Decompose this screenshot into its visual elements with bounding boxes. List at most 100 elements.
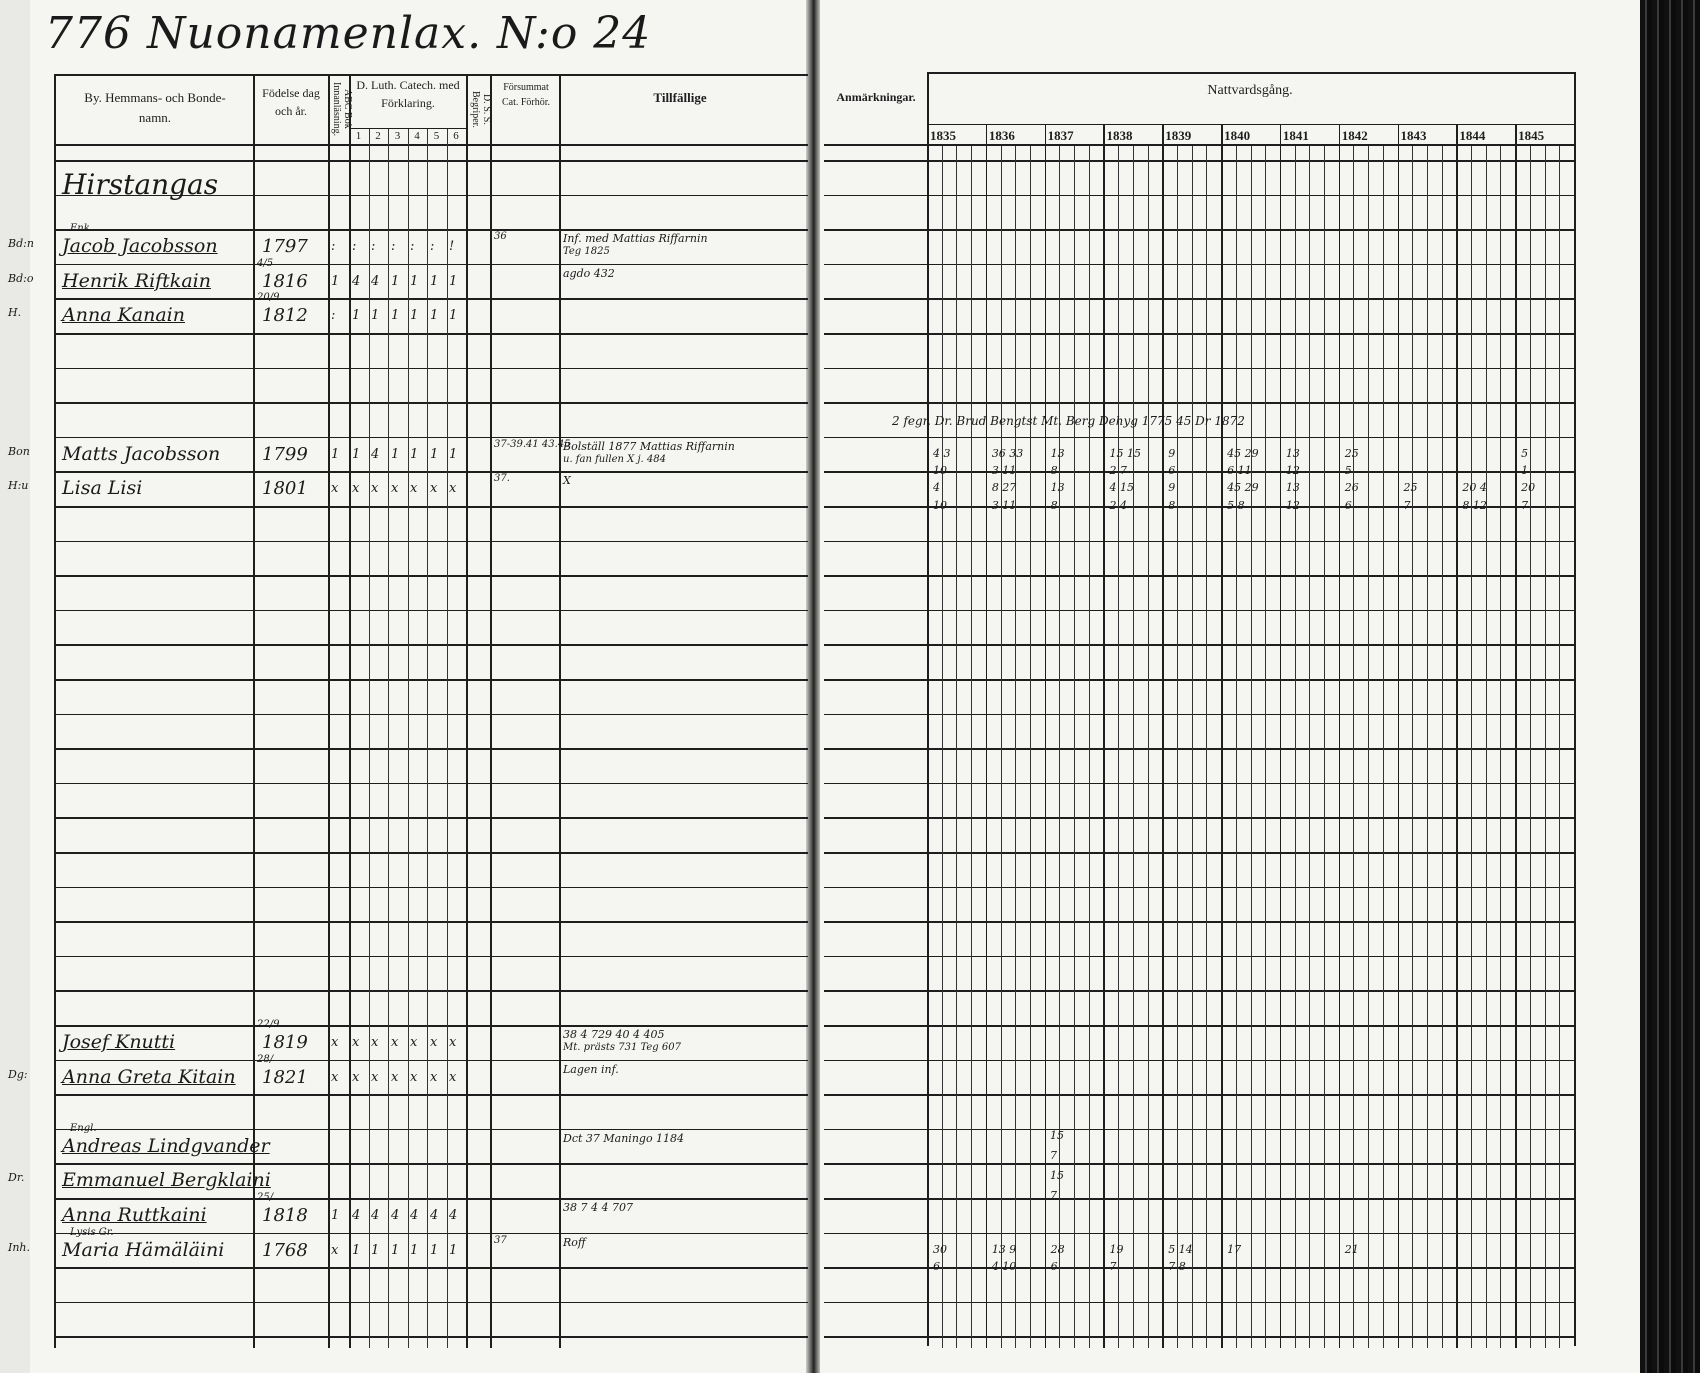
communion-date: 5 14 xyxy=(1168,1242,1193,1256)
catech-mark: x xyxy=(331,1035,339,1050)
catech-mark: 1 xyxy=(430,308,439,324)
row-line xyxy=(54,1059,808,1062)
year-subcolumn-line xyxy=(941,146,943,1348)
row-line xyxy=(824,1267,1575,1269)
communion-date: 9 xyxy=(1168,446,1176,460)
catech-mark: 1 xyxy=(371,1242,380,1258)
catech-mark: 1 xyxy=(371,308,380,324)
row-line xyxy=(54,1198,808,1200)
catech-mark: x xyxy=(430,481,438,497)
row-line xyxy=(54,609,808,612)
catech-mark: 4 xyxy=(449,1208,458,1223)
communion-note: 2 fegr. Dr. Brud Bengtst Mt. Berg Dehyg … xyxy=(892,414,1245,429)
year-subcolumn-line xyxy=(1309,146,1311,1348)
column-line xyxy=(349,74,351,1348)
row-line xyxy=(54,263,808,266)
remark-mark: 7 xyxy=(1050,1148,1057,1162)
year-column-line xyxy=(1456,124,1458,1348)
header-abc: ABC Bok Innanläsning. xyxy=(331,81,353,137)
catech-mark: 1 xyxy=(331,446,340,462)
communion-date: 4 xyxy=(933,481,940,495)
catech-mark: 4 xyxy=(352,1208,361,1223)
remark-mark: 15 xyxy=(1050,1168,1064,1182)
catech-mark: 1 xyxy=(391,446,400,462)
row-line xyxy=(824,540,1575,543)
row-line xyxy=(54,955,808,958)
row-line xyxy=(54,1094,808,1096)
birth-year: 1818 xyxy=(262,1205,308,1226)
catech-mark: 1 xyxy=(391,308,400,324)
header-catech: D. Luth. Catech. med Förklaring. xyxy=(356,78,460,110)
communion-date: 8 xyxy=(1168,498,1176,512)
row-line xyxy=(54,471,808,473)
birth-year: 1768 xyxy=(262,1239,308,1261)
year-subcolumn-line xyxy=(1132,146,1134,1348)
row-line xyxy=(54,921,808,923)
column-line xyxy=(54,74,56,1348)
column-line xyxy=(490,74,492,1348)
communion-date: 8 xyxy=(1050,498,1058,512)
year-subcolumn-line xyxy=(956,146,958,1348)
row-line xyxy=(54,990,808,992)
catech-mark: x xyxy=(410,1069,418,1085)
year-subcolumn-line xyxy=(1426,146,1428,1348)
occasional-note: 38 7 4 4 707 xyxy=(563,1201,633,1214)
right-page xyxy=(820,0,1640,1373)
communion-date: 6 xyxy=(1168,464,1176,478)
column-line xyxy=(253,74,255,1348)
catech-mark: 1 xyxy=(352,1242,361,1258)
year-subcolumn-line xyxy=(1059,146,1061,1348)
header-missed: Försummat Cat. Förhör. xyxy=(501,82,551,108)
communion-date: 45 29 xyxy=(1227,481,1259,495)
year-subcolumn-line xyxy=(1265,146,1267,1348)
catech-mark: 4 xyxy=(371,1208,380,1223)
catech-mark: x xyxy=(391,481,399,497)
row-line xyxy=(824,1094,1575,1096)
row-line xyxy=(54,229,808,231)
communion-date: 12 xyxy=(1285,498,1300,512)
communion-date: 8 27 xyxy=(991,481,1017,495)
year-subcolumn-line xyxy=(1529,146,1531,1348)
year-subcolumn-line xyxy=(1000,146,1002,1348)
catech-column-number: 1 xyxy=(355,130,362,142)
row-line xyxy=(824,298,1575,300)
person-note: Engl. xyxy=(70,1122,97,1134)
communion-date: 19 xyxy=(1109,1242,1124,1256)
catech-mark: 4 xyxy=(430,1208,439,1223)
row-line xyxy=(54,333,808,335)
catech-mark: 1 xyxy=(449,446,458,462)
year-subcolumn-line xyxy=(1485,146,1487,1348)
row-line xyxy=(54,367,808,370)
catech-mark: x xyxy=(331,1069,339,1085)
occasional-note: 38 4 729 40 4 405 xyxy=(563,1028,665,1041)
row-line xyxy=(824,1025,1575,1027)
communion-date: 2 4 xyxy=(1109,498,1127,512)
catech-mark: : xyxy=(331,239,336,255)
communion-date: 8 12 xyxy=(1462,498,1487,512)
row-line xyxy=(54,506,808,508)
catech-mark: 1 xyxy=(430,1242,439,1258)
person-name: Maria Hämäläini xyxy=(62,1238,225,1261)
row-line xyxy=(824,194,1575,197)
year-subcolumn-line xyxy=(1176,146,1178,1348)
row-line xyxy=(54,1128,808,1131)
catech-mark: : xyxy=(430,239,435,255)
page-title: 776 Nuonamenlax. N:o 24 xyxy=(45,8,652,59)
row-line xyxy=(54,852,808,854)
catech-mark: : xyxy=(331,308,336,324)
occasional-note: Dct 37 Maningo 1184 xyxy=(563,1131,685,1145)
communion-date: 12 xyxy=(1285,464,1300,478)
catech-mark: x xyxy=(391,1069,399,1085)
year-column-line xyxy=(1162,124,1164,1348)
person-name: Henrik Riftkain xyxy=(62,269,211,292)
row-line xyxy=(824,1128,1575,1131)
communion-date: 9 xyxy=(1168,481,1176,495)
communion-date: 7 8 xyxy=(1168,1259,1186,1273)
communion-date: 30 xyxy=(933,1242,947,1256)
communion-date: 45 29 xyxy=(1227,446,1259,460)
person-note: Lysis Gr. xyxy=(70,1226,114,1238)
catech-mark: 4 xyxy=(391,1208,400,1223)
column-line xyxy=(927,72,929,1346)
row-line xyxy=(824,229,1575,231)
catech-sub-rule xyxy=(349,128,466,129)
